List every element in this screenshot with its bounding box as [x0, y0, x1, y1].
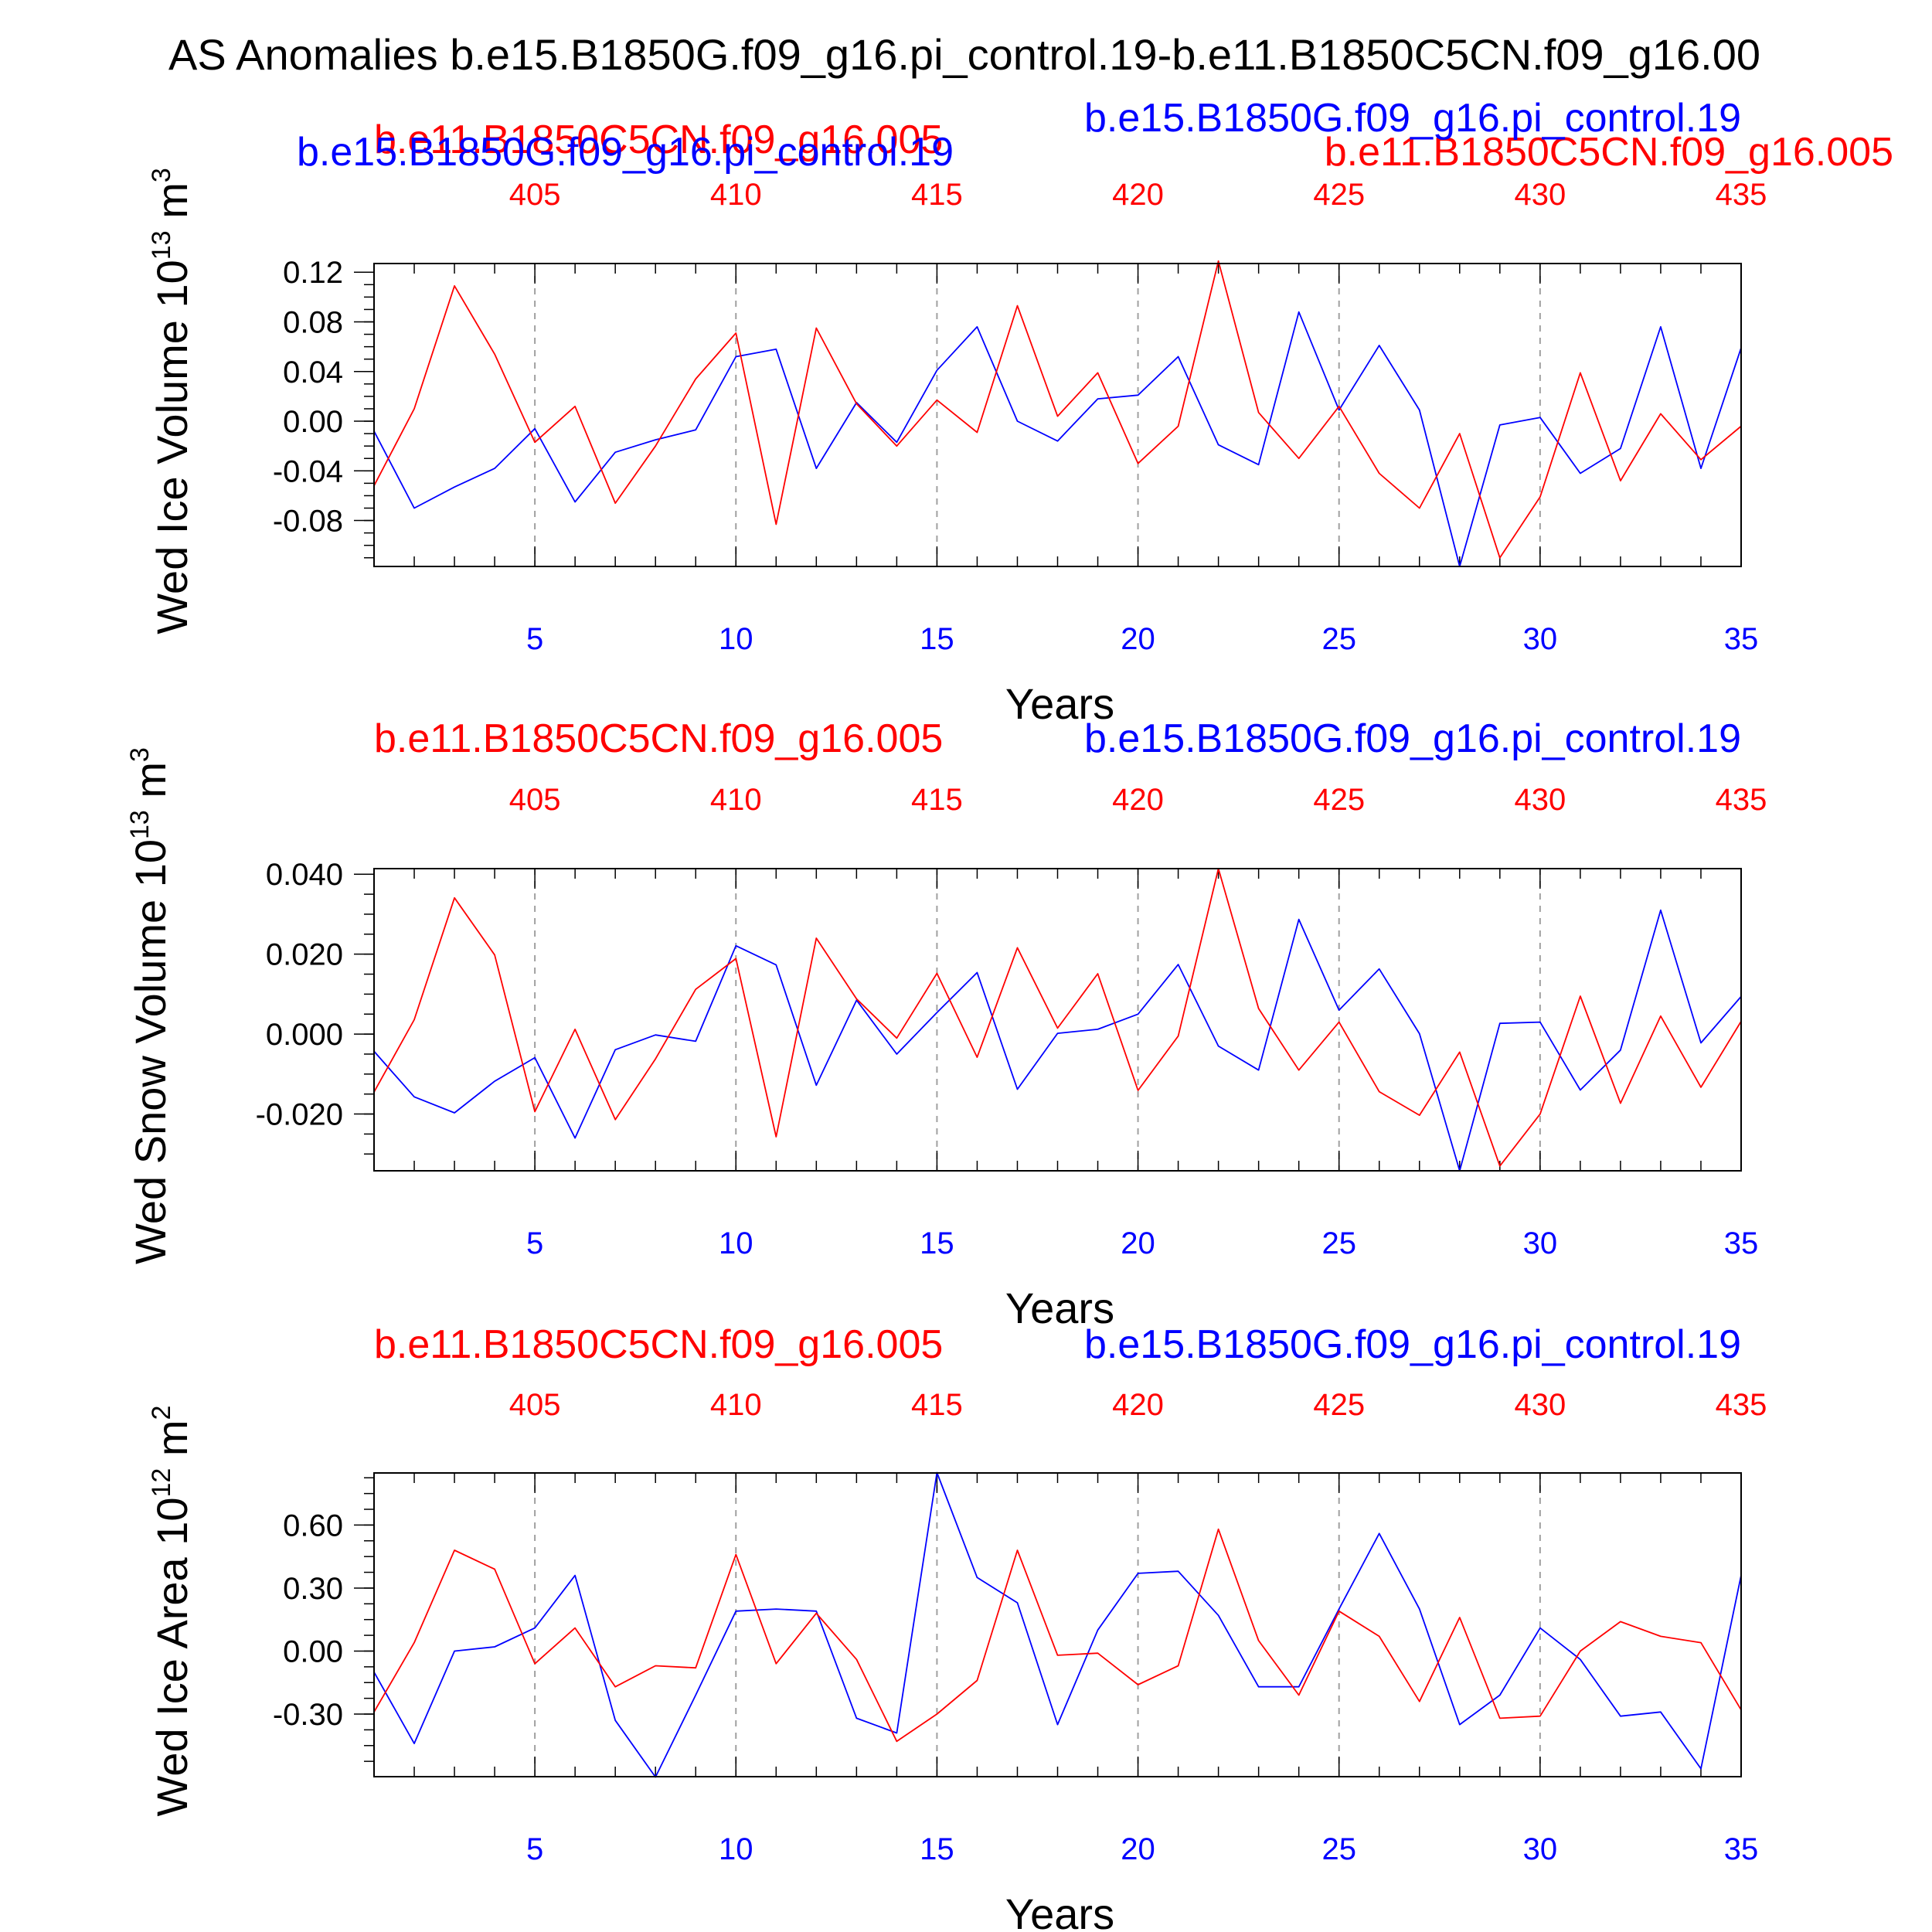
top-tick-label: 405 — [509, 783, 561, 817]
blue-series-line — [373, 909, 1742, 1172]
bottom-tick-label: 30 — [1523, 1832, 1558, 1866]
top-tick-label: 420 — [1112, 1388, 1164, 1422]
y-tick-label: 0.60 — [283, 1509, 343, 1543]
ice-area-panel: 0.60 0.30 0.00 -0.30 5 405 10 410 15 415 20 420 25 42… — [147, 1322, 1767, 1932]
bottom-tick-label: 35 — [1724, 1226, 1759, 1260]
y-axis-label: Wed Ice Volume 1013 m3 — [147, 168, 196, 634]
top-tick-label: 425 — [1313, 178, 1365, 212]
bottom-tick-label: 10 — [719, 622, 753, 656]
top-tick-label: 425 — [1313, 1388, 1365, 1422]
blue-series-line — [373, 311, 1742, 567]
top-tick-label: 415 — [911, 178, 963, 212]
blue-series-title: b.e15.B1850G.f09_g16.pi_control.19 — [1084, 1322, 1741, 1367]
blue-series-title: b.e15.B1850G.f09_g16.pi_control.19 — [1084, 96, 1741, 141]
blue-series-title: b.e15.B1850G.f09_g16.pi_control.19 — [1084, 716, 1741, 761]
plot-frame — [373, 1472, 1742, 1777]
bottom-tick-label: 20 — [1121, 622, 1155, 656]
y-axis-label-exponent: 12 — [147, 1468, 176, 1498]
bottom-tick-label: 10 — [719, 1832, 753, 1866]
plot-frame — [373, 263, 1742, 567]
y-axis-label-unit: m — [148, 182, 196, 230]
x-axis-label: Years — [1005, 679, 1114, 728]
y-axis-label: Wed Snow Volume 1013 m3 — [125, 747, 175, 1264]
y-tick-label: 0.08 — [283, 306, 343, 340]
bottom-tick-label: 35 — [1724, 1832, 1759, 1866]
bottom-tick-label: 20 — [1121, 1226, 1155, 1260]
y-axis-label-unit-exponent: 3 — [125, 747, 155, 762]
bottom-tick-label: 15 — [920, 1832, 954, 1866]
y-tick-label: 0.020 — [266, 938, 343, 972]
blue-series-title-left: b.e15.B1850G.f09_g16.pi_control.19 — [297, 130, 954, 175]
top-tick-label: 430 — [1514, 178, 1566, 212]
top-tick-label: 435 — [1716, 178, 1767, 212]
y-axis-label-text: Wed Snow Volume 10 — [126, 839, 175, 1264]
top-tick-label: 430 — [1514, 783, 1566, 817]
bottom-tick-label: 10 — [719, 1226, 753, 1260]
y-tick-label: -0.04 — [273, 454, 343, 488]
x-axis-label: Years — [1005, 1284, 1114, 1332]
plot-frame — [373, 868, 1742, 1172]
y-tick-label: 0.00 — [283, 1634, 343, 1668]
y-tick-label: 0.30 — [283, 1572, 343, 1606]
red-series-title: b.e11.B1850C5CN.f09_g16.005 — [374, 716, 943, 761]
y-tick-label: 0.000 — [266, 1018, 343, 1052]
y-axis-label-exponent: 13 — [125, 810, 155, 839]
red-series-line — [373, 260, 1742, 559]
red-series-title: b.e11.B1850C5CN.f09_g16.005 — [374, 1322, 943, 1367]
bottom-tick-label: 25 — [1321, 1832, 1356, 1866]
bottom-tick-label: 15 — [920, 1226, 954, 1260]
top-tick-label: 410 — [710, 783, 762, 817]
bottom-tick-label: 30 — [1523, 1226, 1558, 1260]
y-tick-label: 0.00 — [283, 405, 343, 439]
top-tick-label: 435 — [1716, 783, 1767, 817]
y-tick-label: -0.020 — [256, 1098, 343, 1132]
x-axis-label: Years — [1005, 1889, 1114, 1932]
y-axis-label-text: Wed Ice Volume 10 — [148, 260, 196, 634]
top-tick-label: 415 — [911, 783, 963, 817]
top-tick-label: 410 — [710, 1388, 762, 1422]
bottom-tick-label: 25 — [1321, 622, 1356, 656]
top-tick-label: 435 — [1716, 1388, 1767, 1422]
y-tick-label: -0.08 — [273, 505, 343, 539]
red-series-title: b.e11.B1850C5CN.f09_g16.005 — [374, 117, 943, 162]
top-tick-label: 405 — [509, 178, 561, 212]
y-tick-label: -0.30 — [273, 1698, 343, 1732]
top-tick-label: 405 — [509, 1388, 561, 1422]
bottom-tick-label: 25 — [1321, 1226, 1356, 1260]
top-tick-label: 430 — [1514, 1388, 1566, 1422]
y-axis-label-exponent: 13 — [147, 230, 176, 260]
y-axis-label: Wed Ice Area 1012 m2 — [147, 1406, 196, 1817]
y-axis-label-unit: m — [148, 1420, 196, 1468]
top-tick-label: 410 — [710, 178, 762, 212]
bottom-tick-label: 5 — [526, 622, 543, 656]
bottom-tick-label: 5 — [526, 1226, 543, 1260]
top-tick-label: 415 — [911, 1388, 963, 1422]
bottom-tick-label: 20 — [1121, 1832, 1155, 1866]
y-tick-label: 0.040 — [266, 858, 343, 892]
y-tick-label: 0.04 — [283, 355, 343, 389]
top-tick-label: 420 — [1112, 178, 1164, 212]
ice-volume-panel: 0.12 0.08 0.04 0.00 -0.04 -0.08 5 405 10 410 15 415… — [147, 96, 1767, 728]
y-axis-label-unit: m — [126, 762, 175, 810]
bottom-tick-label: 15 — [920, 622, 954, 656]
y-axis-label-unit-exponent: 3 — [147, 168, 176, 182]
first-panel-extra-red-title: b.e11.B1850C5CN.f09_g16.005 — [1325, 130, 1893, 175]
top-tick-label: 420 — [1112, 783, 1164, 817]
bottom-tick-label: 30 — [1523, 622, 1558, 656]
y-tick-label: 0.12 — [283, 256, 343, 290]
blue-series-line — [373, 1471, 1742, 1778]
red-series-line — [373, 868, 1742, 1167]
y-axis-label-text: Wed Ice Area 10 — [148, 1497, 196, 1816]
bottom-tick-label: 35 — [1724, 622, 1759, 656]
y-axis-label-unit-exponent: 2 — [147, 1406, 176, 1420]
top-tick-label: 425 — [1313, 783, 1365, 817]
snow-volume-panel: 0.040 0.020 0.000 -0.020 5 405 10 410 15 415 20 420… — [125, 716, 1767, 1332]
main-title: AS Anomalies b.e15.B1850G.f09_g16.pi_con… — [168, 30, 1760, 79]
red-series-line — [373, 1528, 1742, 1743]
bottom-tick-label: 5 — [526, 1832, 543, 1866]
